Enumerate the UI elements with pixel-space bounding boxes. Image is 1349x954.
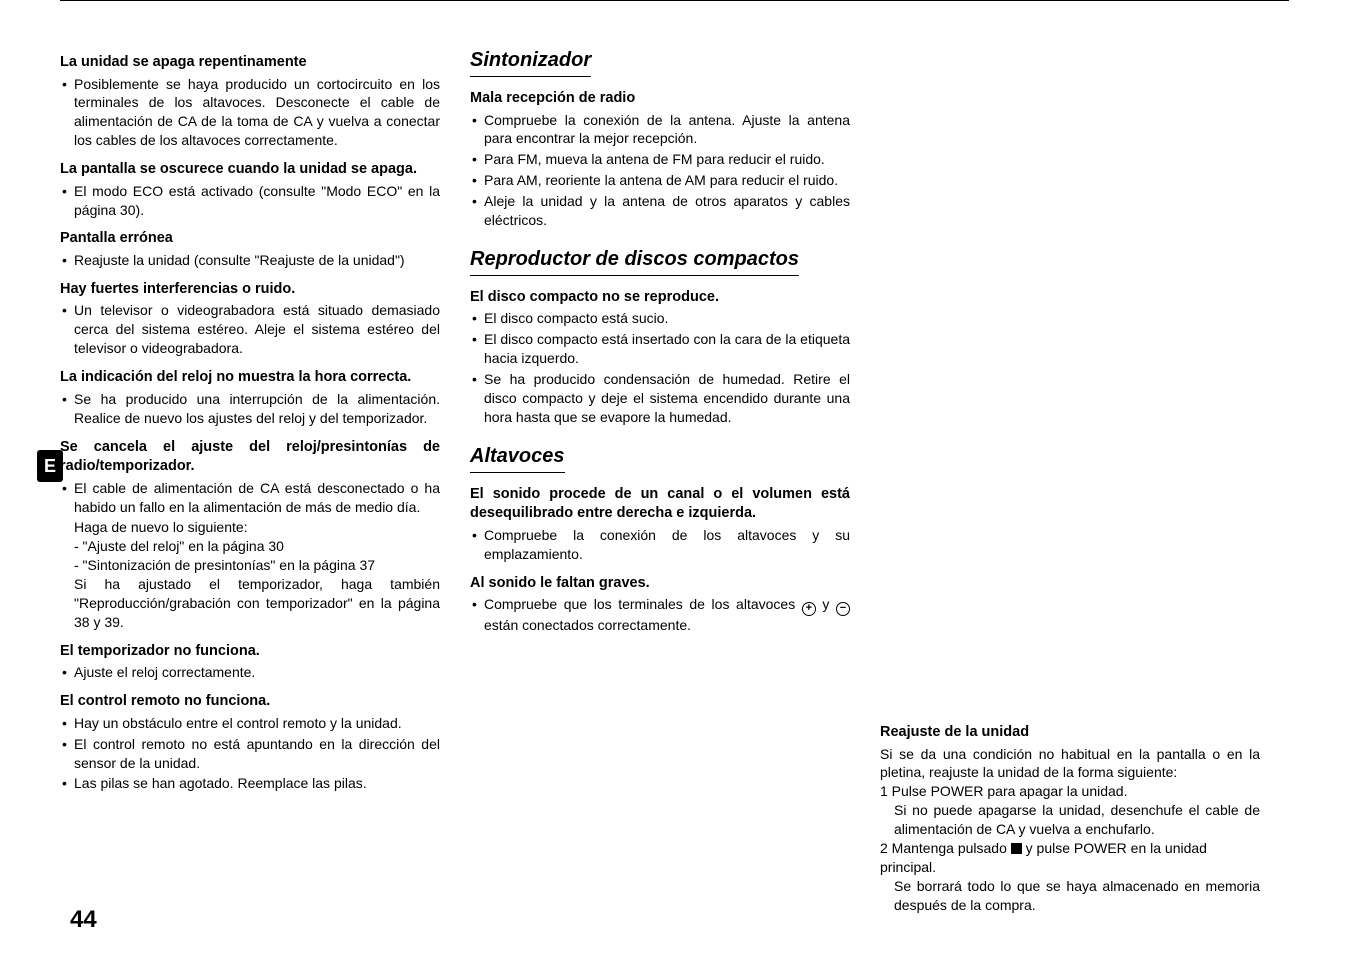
sub-text: Haga de nuevo lo siguiente:	[60, 518, 440, 537]
bullet-list: Hay un obstáculo entre el control remoto…	[60, 714, 440, 794]
problem-title: Al sonido le faltan graves.	[470, 574, 850, 594]
problem-title: La indicación del reloj no muestra la ho…	[60, 368, 440, 388]
bullet-list: El modo ECO está activado (consulte "Mod…	[60, 182, 440, 220]
problem-block: El control remoto no funciona. Hay un ob…	[60, 692, 440, 793]
problem-title: El control remoto no funciona.	[60, 692, 440, 712]
problem-block: Hay fuertes interferencias o ruido. Un t…	[60, 280, 440, 358]
problem-block: El temporizador no funciona. Ajuste el r…	[60, 642, 440, 682]
stop-icon	[1011, 843, 1022, 854]
bullet-list: El disco compacto está sucio. El disco c…	[470, 309, 850, 426]
section-heading: Sintonizador	[470, 47, 591, 77]
bullet-item: El cable de alimentación de CA está desc…	[60, 479, 440, 517]
bullet-item: Hay un obstáculo entre el control remoto…	[60, 714, 440, 733]
bullet-list: Compruebe la conexión de los altavoces y…	[470, 526, 850, 564]
column-2: Sintonizador Mala recepción de radio Com…	[470, 43, 850, 915]
bullet-list: Se ha producido una interrupción de la a…	[60, 390, 440, 428]
bullet-item: El control remoto no está apuntando en l…	[60, 735, 440, 773]
reset-step2-sub: Se borrará todo lo que se haya almacenad…	[880, 877, 1260, 915]
bullet-list: Posiblemente se haya producido un cortoc…	[60, 75, 440, 151]
bullet-list: Compruebe que los terminales de los alta…	[470, 595, 850, 634]
column-1: La unidad se apaga repentinamente Posibl…	[60, 43, 440, 915]
reset-intro: Si se da una condición no habitual en la…	[880, 745, 1260, 783]
bullet-item: Para FM, mueva la antena de FM para redu…	[470, 150, 850, 169]
top-rule	[60, 0, 1289, 1]
problem-title: El disco compacto no se reproduce.	[470, 288, 850, 308]
problem-title: El sonido procede de un canal o el volum…	[470, 485, 850, 524]
problem-title: Mala recepción de radio	[470, 89, 850, 109]
reset-step1: 1 Pulse POWER para apagar la unidad.	[880, 782, 1260, 801]
sub-dash: - "Sintonización de presintonías" en la …	[60, 556, 440, 575]
problem-title: La pantalla se oscurece cuando la unidad…	[60, 160, 440, 180]
bullet-item: Aleje la unidad y la antena de otros apa…	[470, 192, 850, 230]
bullet-list: Reajuste la unidad (consulte "Reajuste d…	[60, 251, 440, 270]
section-heading-wrap: Sintonizador	[470, 47, 850, 79]
section-heading-wrap: Reproductor de discos compactos	[470, 246, 850, 278]
problem-block: Mala recepción de radio Compruebe la con…	[470, 89, 850, 230]
problem-title: El temporizador no funciona.	[60, 642, 440, 662]
column-3: Reajuste de la unidad Si se da una condi…	[880, 43, 1260, 915]
bullet-text-mid: y	[816, 596, 836, 612]
reset-title: Reajuste de la unidad	[880, 723, 1260, 743]
section-heading: Reproductor de discos compactos	[470, 246, 799, 276]
bullet-list: Compruebe la conexión de la antena. Ajus…	[470, 111, 850, 230]
bullet-item-special: Compruebe que los terminales de los alta…	[470, 595, 850, 634]
bullet-list: Un televisor o videograbadora está situa…	[60, 301, 440, 358]
bullet-item: Las pilas se han agotado. Reemplace las …	[60, 774, 440, 793]
problem-title: Pantalla errónea	[60, 229, 440, 249]
problem-block: Al sonido le faltan graves. Compruebe qu…	[470, 574, 850, 635]
reset-step1-sub: Si no puede apagarse la unidad, desenchu…	[880, 801, 1260, 839]
bullet-item: Reajuste la unidad (consulte "Reajuste d…	[60, 251, 440, 270]
plus-terminal-icon: +	[802, 602, 816, 616]
bullet-item: Se ha producido condensación de humedad.…	[470, 370, 850, 427]
step2-pre: 2 Mantenga pulsado	[880, 840, 1011, 856]
minus-terminal-icon: −	[836, 602, 850, 616]
problem-title: La unidad se apaga repentinamente	[60, 53, 440, 73]
bullet-item: Compruebe la conexión de los altavoces y…	[470, 526, 850, 564]
bullet-item: El disco compacto está sucio.	[470, 309, 850, 328]
problem-block: Se cancela el ajuste del reloj/presinton…	[60, 438, 440, 632]
page-number: 44	[70, 906, 97, 934]
bullet-text-pre: Compruebe que los terminales de los alta…	[484, 596, 802, 612]
bullet-text-post: están conectados correctamente.	[484, 617, 691, 633]
page-content: La unidad se apaga repentinamente Posibl…	[0, 13, 1349, 935]
section-heading-wrap: Altavoces	[470, 443, 850, 475]
problem-block: La pantalla se oscurece cuando la unidad…	[60, 160, 440, 219]
bullet-item: El disco compacto está insertado con la …	[470, 330, 850, 368]
sub-dash: - "Ajuste del reloj" en la página 30	[60, 537, 440, 556]
language-tab: E	[37, 450, 63, 482]
problem-title: Hay fuertes interferencias o ruido.	[60, 280, 440, 300]
problem-block: La unidad se apaga repentinamente Posibl…	[60, 53, 440, 150]
problem-block: La indicación del reloj no muestra la ho…	[60, 368, 440, 427]
problem-title: Se cancela el ajuste del reloj/presinton…	[60, 438, 440, 477]
bullet-item: Para AM, reoriente la antena de AM para …	[470, 171, 850, 190]
sub-text: Si ha ajustado el temporizador, haga tam…	[60, 575, 440, 632]
reset-block: Reajuste de la unidad Si se da una condi…	[880, 723, 1260, 915]
problem-block: Pantalla errónea Reajuste la unidad (con…	[60, 229, 440, 269]
bullet-item: Un televisor o videograbadora está situa…	[60, 301, 440, 358]
bullet-item: Se ha producido una interrupción de la a…	[60, 390, 440, 428]
bullet-list: El cable de alimentación de CA está desc…	[60, 479, 440, 517]
section-heading: Altavoces	[470, 443, 565, 473]
problem-block: El sonido procede de un canal o el volum…	[470, 485, 850, 564]
bullet-item: Posiblemente se haya producido un cortoc…	[60, 75, 440, 151]
bullet-item: Compruebe la conexión de la antena. Ajus…	[470, 111, 850, 149]
problem-block: El disco compacto no se reproduce. El di…	[470, 288, 850, 427]
bullet-item: El modo ECO está activado (consulte "Mod…	[60, 182, 440, 220]
bullet-item: Ajuste el reloj correctamente.	[60, 663, 440, 682]
bullet-list: Ajuste el reloj correctamente.	[60, 663, 440, 682]
reset-step2: 2 Mantenga pulsado y pulse POWER en la u…	[880, 839, 1260, 877]
